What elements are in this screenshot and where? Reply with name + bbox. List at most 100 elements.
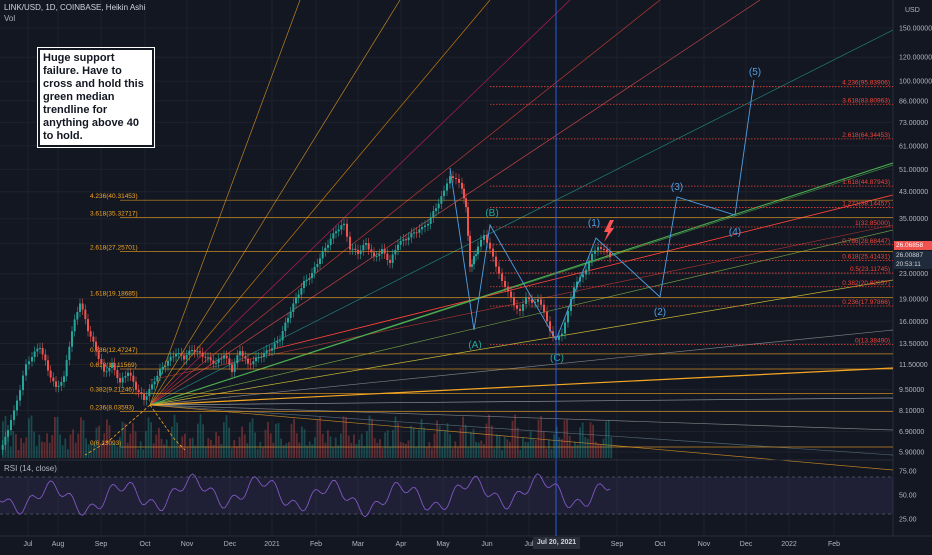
volume-bar <box>431 448 433 458</box>
candle-body <box>57 385 60 387</box>
volume-bar <box>321 433 324 458</box>
volume-bar <box>548 439 550 458</box>
volume-bar <box>197 423 199 458</box>
candle-body <box>435 208 437 212</box>
fan-line <box>149 397 894 406</box>
candle-body <box>79 303 81 313</box>
candle-body <box>89 331 92 337</box>
candle-body <box>204 356 207 358</box>
volume-bar <box>17 449 20 458</box>
volume-bar <box>106 419 108 458</box>
volume-bar <box>342 416 345 458</box>
fib-new-label: 2.618(64.34453) <box>842 132 890 139</box>
volume-bar <box>103 433 106 458</box>
price-tick-label: 5.90000 <box>899 450 924 457</box>
volume-bar <box>142 449 145 458</box>
candle-body <box>295 297 297 304</box>
candle-body <box>124 376 127 378</box>
candle-body <box>507 286 509 292</box>
candle-body <box>199 351 201 353</box>
volume-bar <box>371 418 373 458</box>
candle-body <box>394 249 397 255</box>
volume-bar <box>350 442 353 458</box>
candle-body <box>480 239 482 247</box>
volume-bar <box>561 439 563 458</box>
fib-new-label: 3.618(83.80963) <box>842 97 890 104</box>
candle-body <box>486 235 488 243</box>
volume-bar <box>376 442 379 458</box>
volume-bar <box>225 415 228 458</box>
volume-bar <box>605 421 607 458</box>
volume-bar <box>20 438 22 458</box>
candle-body <box>87 319 89 332</box>
fib-new-label: 1.272(38.14457) <box>842 200 890 207</box>
volume-bar <box>347 435 350 458</box>
volume-bar <box>132 423 134 458</box>
candle-body <box>410 233 413 238</box>
volume-bar <box>415 446 418 458</box>
fib-old-label: 2.618(27.25701) <box>90 244 138 251</box>
candle-body <box>346 223 348 237</box>
fan-line <box>149 279 894 406</box>
volume-bar <box>316 419 319 458</box>
volume-bar <box>178 444 181 458</box>
volume-bar <box>25 437 28 458</box>
time-tick-label: Jul <box>24 541 33 548</box>
volume-bar <box>264 429 267 458</box>
candle-body <box>407 237 410 241</box>
fib-new-label: 0.5(23.11745) <box>850 266 890 273</box>
candle-body <box>399 240 402 245</box>
rsi-tick-label: 50.00 <box>899 493 917 500</box>
candle-body <box>609 252 611 258</box>
candle-body <box>537 299 539 303</box>
candle-body <box>287 317 289 323</box>
candle-body <box>279 340 281 342</box>
symbol-title: LINK/USD, 1D, COINBASE, Heikin Ashi <box>4 3 146 12</box>
candle-body <box>39 347 41 349</box>
candle-body <box>65 360 68 377</box>
volume-bar <box>308 441 311 458</box>
volume-bar <box>116 446 119 458</box>
volume-bar <box>80 417 82 458</box>
candle-body <box>73 319 76 332</box>
candle-body <box>33 351 36 358</box>
candle-body <box>132 375 135 382</box>
candle-body <box>263 352 265 357</box>
candle-body <box>36 348 39 352</box>
volume-bar <box>56 416 59 458</box>
candle-body <box>201 352 204 357</box>
volume-bar <box>358 439 360 458</box>
price-axis-bg <box>893 0 932 550</box>
volume-bar <box>215 432 217 458</box>
volume-bar <box>246 443 249 458</box>
candle-body <box>365 243 367 245</box>
candle-body <box>196 351 199 353</box>
candle-body <box>60 382 63 386</box>
candle-body <box>25 364 27 376</box>
volume-bar <box>410 425 412 458</box>
annotation-note[interactable]: Huge support failure. Have to cross and … <box>37 47 155 148</box>
candle-body <box>4 436 7 445</box>
candle-body <box>415 232 418 234</box>
volume-bar <box>147 417 150 458</box>
volume-bar <box>522 437 524 458</box>
candle-body <box>335 231 337 234</box>
candle-body <box>303 280 305 289</box>
volume-bar <box>108 425 111 458</box>
volume-bar <box>54 416 56 458</box>
candle-body <box>207 357 209 359</box>
volume-bar <box>28 418 30 458</box>
candle-body <box>522 304 524 312</box>
volume-bar <box>241 426 243 458</box>
price-tick-label: 8.10000 <box>899 408 924 415</box>
candle-body <box>169 356 172 361</box>
candle-body <box>233 363 236 372</box>
volume-bar <box>340 433 342 458</box>
candle-body <box>220 358 223 360</box>
volume-bar <box>59 434 61 458</box>
candle-body <box>424 225 426 228</box>
volume-bar <box>498 434 501 458</box>
volume-bar <box>446 423 449 458</box>
